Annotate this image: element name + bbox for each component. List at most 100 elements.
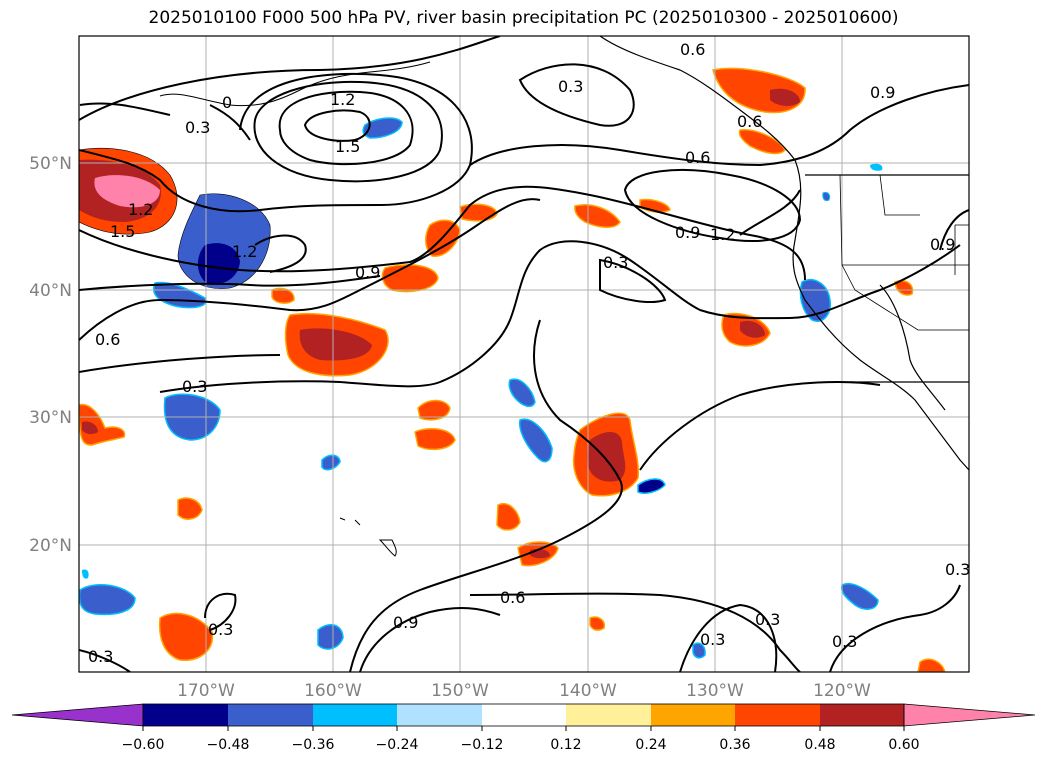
colorbar-tick-label: −0.60 <box>122 737 165 753</box>
colorbar-tick-label: −0.24 <box>376 737 419 753</box>
contour-label: 1.5 <box>335 137 360 156</box>
precip-blob <box>82 421 98 435</box>
pv-contour <box>253 80 443 183</box>
pv-contour <box>303 109 371 142</box>
contour-label: 1.2 <box>232 242 257 261</box>
colorbar: −0.60 −0.48 −0.36 −0.24 −0.12 0.12 0.24 … <box>11 703 1036 753</box>
coastline-north-america <box>599 36 969 471</box>
colorbar-segment <box>735 704 820 726</box>
border-state <box>841 264 969 331</box>
lat-label: 20°N <box>29 536 72 556</box>
lat-label: 30°N <box>29 408 72 428</box>
lon-label: 170°W <box>177 681 235 701</box>
pv-contour <box>79 649 131 672</box>
colorbar-tick-label: 0.60 <box>888 737 919 753</box>
contour-label: 0.3 <box>945 560 970 579</box>
precip-blob <box>362 117 403 139</box>
pv-contour <box>79 185 806 281</box>
colorbar-tick-label: 0.24 <box>635 737 666 753</box>
colorbar-segment <box>566 704 651 726</box>
precip-blob <box>459 203 498 222</box>
lat-label: 50°N <box>29 154 72 174</box>
map-title: 2025010100 F000 500 hPa PV, river basin … <box>148 8 899 28</box>
island-hawaii <box>339 517 397 557</box>
colorbar-segment <box>397 704 482 726</box>
colorbar-tick-label: 0.36 <box>719 737 750 753</box>
contour-label: 0.6 <box>737 112 762 131</box>
colorbar-segment <box>313 704 397 726</box>
map-border <box>78 35 970 673</box>
lon-axis-labels: 170°W 160°W 150°W 140°W 130°W 120°W <box>177 681 871 701</box>
contour-label: 0.3 <box>603 253 628 272</box>
border-state <box>879 174 920 216</box>
precip-blob <box>381 264 439 293</box>
precip-blob <box>840 583 879 610</box>
contour-labels: 0.6 0.3 0.9 0.6 0.6 1.2 1.5 0.3 0 1.5 1.… <box>88 40 970 666</box>
pv-contour <box>469 592 801 672</box>
pv-contour <box>159 240 961 393</box>
colorbar-ticks <box>142 726 905 731</box>
colorbar-segment <box>820 704 904 726</box>
precip-blob <box>158 612 214 661</box>
precip-blob <box>738 129 786 155</box>
precip-blob <box>94 175 160 208</box>
precip-blob <box>574 204 621 228</box>
contour-label: 0.9 <box>930 235 955 254</box>
precip-blob <box>637 478 666 494</box>
precip-blob <box>271 287 295 304</box>
colorbar-extend-min <box>11 703 144 727</box>
border-state <box>954 224 969 275</box>
contour-label: 0.3 <box>832 632 857 651</box>
lat-axis-labels: 50°N 40°N 30°N 20°N <box>29 154 72 556</box>
pv-contour <box>278 90 414 166</box>
colorbar-segment <box>482 704 566 726</box>
lon-label: 120°W <box>813 681 871 701</box>
colorbar-extend-max <box>903 703 1036 727</box>
pv-contour <box>639 381 881 471</box>
contour-label: 0.3 <box>208 620 233 639</box>
contour-label: 1.2 <box>128 200 153 219</box>
precip-blob <box>587 432 626 482</box>
contour-label: 0.3 <box>755 610 780 629</box>
pv-contour <box>679 603 778 672</box>
precip-blob <box>870 163 883 171</box>
map-frame-bg <box>79 36 969 672</box>
lon-label: 130°W <box>686 681 744 701</box>
precip-blob <box>692 642 706 659</box>
island-chain <box>159 61 431 107</box>
contour-label: 0.9 <box>675 223 700 242</box>
precip-blob <box>177 497 203 520</box>
precip-blob <box>79 583 136 616</box>
contour-label: 0.3 <box>558 77 583 96</box>
precip-blob <box>508 378 536 408</box>
contour-label: 0.3 <box>88 647 113 666</box>
pv-contour <box>79 102 171 116</box>
pv-contours <box>79 36 969 672</box>
coastlines <box>159 36 969 557</box>
precip-blob <box>417 399 451 421</box>
contour-label: 0.3 <box>185 118 210 137</box>
colorbar-segment <box>651 704 735 726</box>
colorbar-segment <box>228 704 313 726</box>
contour-label: 1.2 <box>330 90 355 109</box>
precip-blob <box>414 427 456 451</box>
pv-contour <box>623 169 802 242</box>
pv-contour <box>829 584 961 672</box>
coastline-baja <box>879 284 946 411</box>
precip-blob <box>822 192 831 202</box>
lon-label: 150°W <box>431 681 489 701</box>
colorbar-tick-label: −0.12 <box>461 737 504 753</box>
colorbar-tick-label: −0.48 <box>207 737 250 753</box>
map-layers: 0.6 0.3 0.9 0.6 0.6 1.2 1.5 0.3 0 1.5 1.… <box>79 36 970 672</box>
lon-label: 140°W <box>559 681 617 701</box>
precip-blob <box>317 623 344 650</box>
pv-contour <box>349 319 623 672</box>
colorbar-tick-label: 0.12 <box>550 737 581 753</box>
colorbar-tick-label: −0.36 <box>292 737 335 753</box>
contour-label: 0 <box>222 93 232 112</box>
precip-blob <box>82 569 89 579</box>
precip-blob <box>496 503 521 531</box>
precip-blob <box>740 320 765 338</box>
contour-label: 0.3 <box>700 630 725 649</box>
pv-contour <box>254 234 307 273</box>
